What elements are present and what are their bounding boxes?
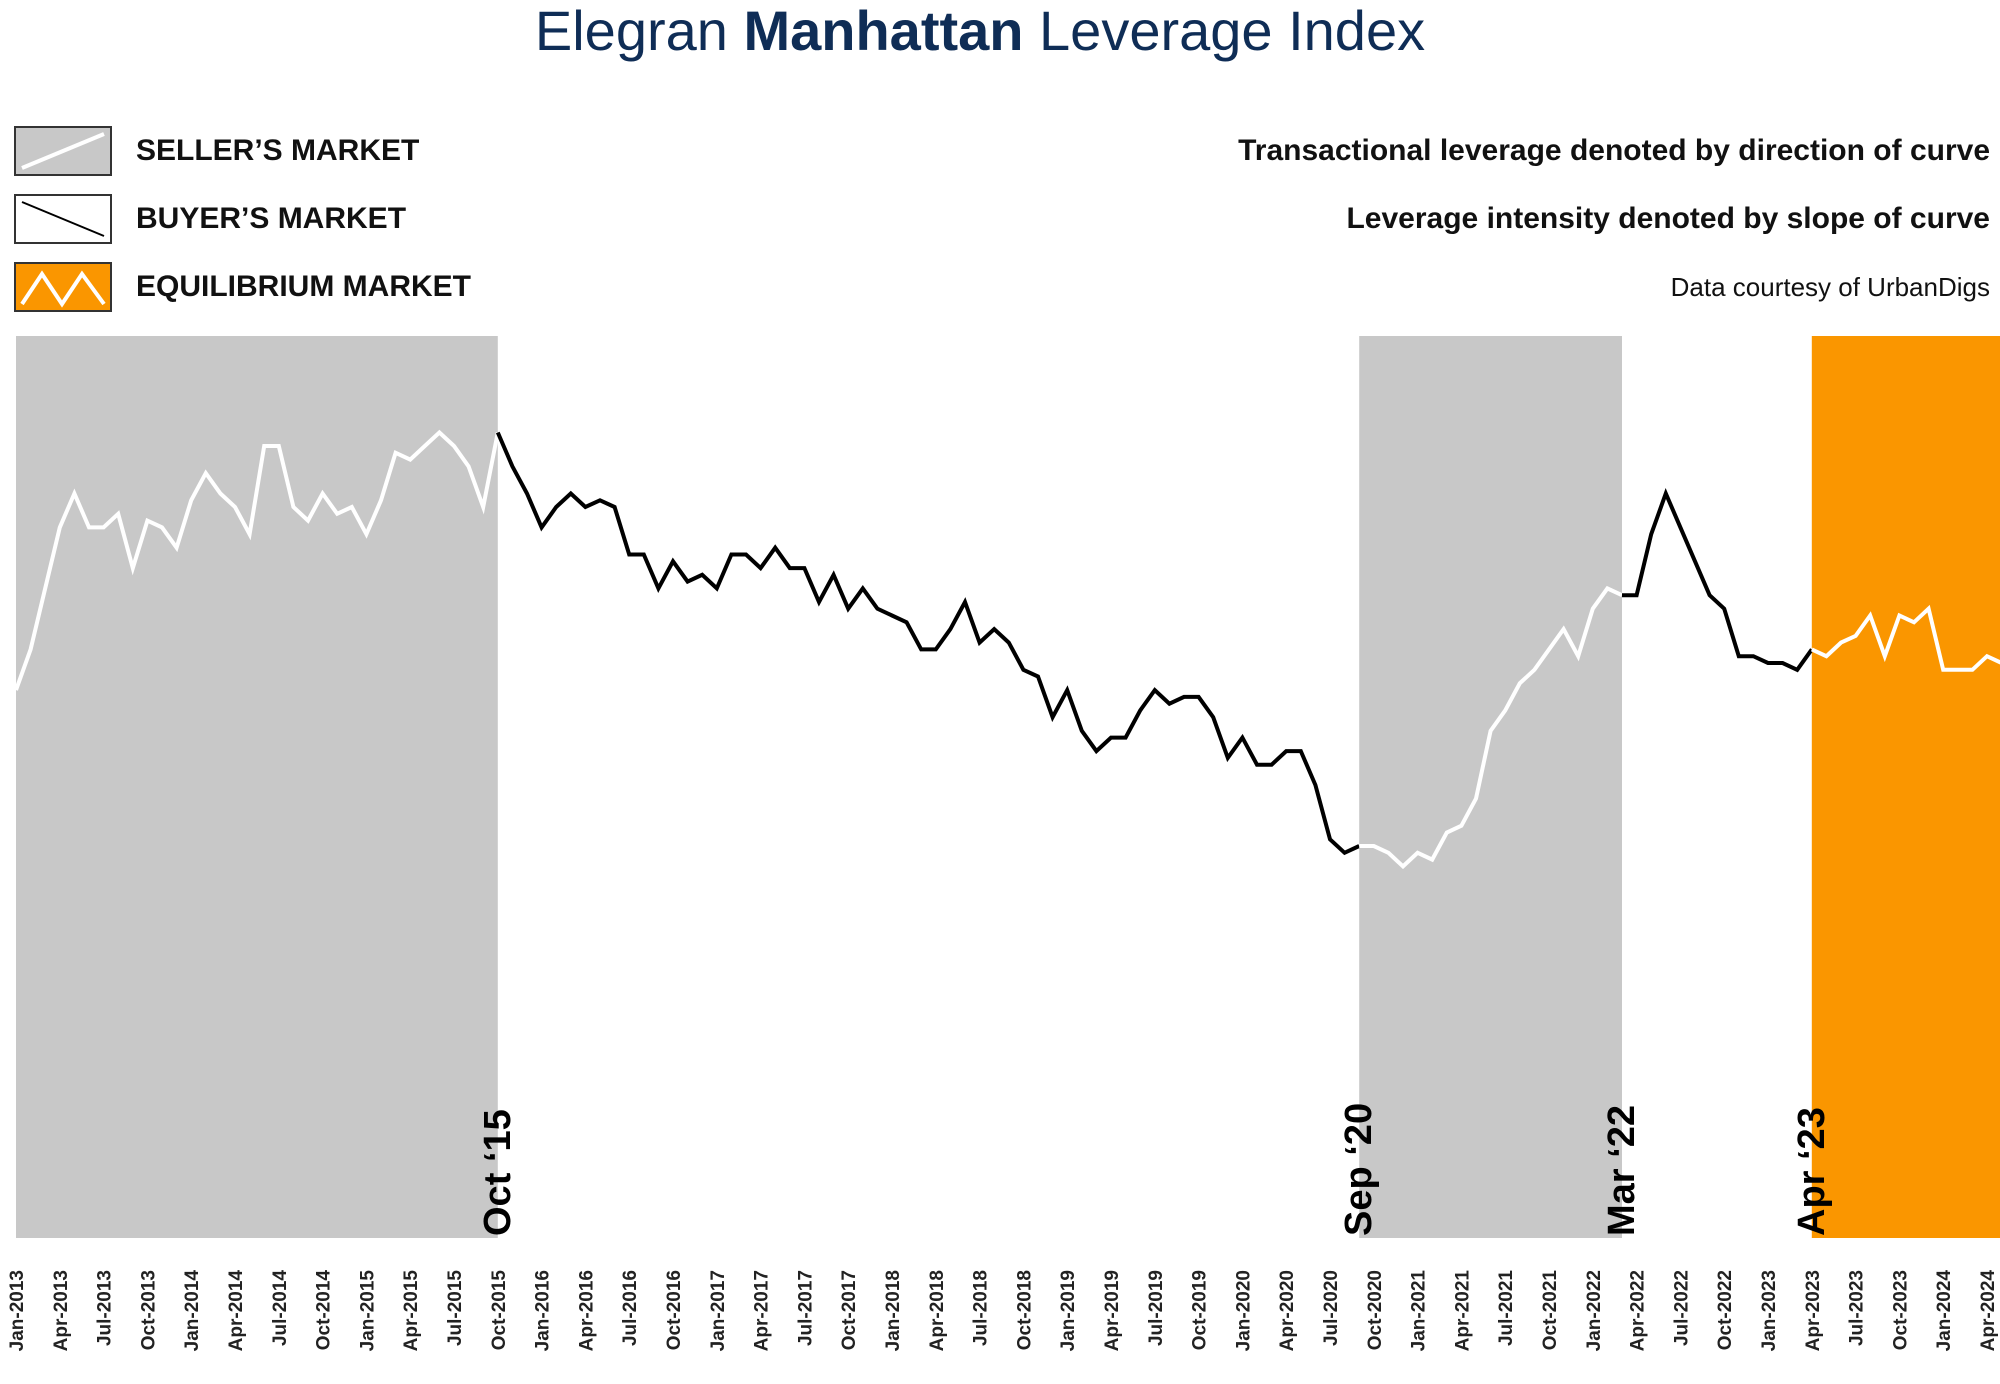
x-tick-label: Oct-2018 — [1014, 1270, 1035, 1350]
x-tick-label: Jul-2020 — [1321, 1270, 1342, 1346]
x-tick-label: Oct-2022 — [1715, 1270, 1736, 1350]
region-boundary-label: Apr ‘23 — [1791, 1107, 1833, 1236]
note-direction: Transactional leverage denoted by direct… — [1238, 134, 1990, 167]
equilibrium-segment-line — [1810, 604, 2000, 672]
buyer-segment-line — [1622, 488, 1814, 673]
seller-region-band — [1359, 336, 1622, 1238]
seller-region-band — [16, 336, 498, 1238]
x-tick-label: Oct-2020 — [1365, 1270, 1386, 1350]
legend-seller-label: SELLER’S MARKET — [136, 134, 420, 167]
seller-segment-line — [14, 429, 500, 691]
x-tick-label: Jan-2019 — [1058, 1270, 1079, 1351]
title-bold: Manhattan — [743, 0, 1024, 62]
legend-seller-swatch — [14, 126, 112, 176]
falling-line-icon — [21, 201, 105, 237]
x-tick-label: Apr-2016 — [576, 1270, 597, 1351]
x-tick-label: Oct-2023 — [1890, 1270, 1911, 1350]
x-tick-label: Jan-2014 — [182, 1270, 203, 1352]
x-tick-label: Jul-2022 — [1671, 1270, 1692, 1346]
x-tick-label: Oct-2017 — [839, 1270, 860, 1350]
x-tick-label: Oct-2019 — [1190, 1270, 1211, 1350]
legend-buyer-swatch — [14, 194, 112, 244]
x-tick-label: Jul-2017 — [795, 1270, 816, 1346]
x-tick-label: Jul-2013 — [95, 1270, 116, 1346]
x-tick-label: Apr-2017 — [752, 1270, 773, 1351]
seller-segment-line — [1359, 585, 1623, 870]
x-tick-label: Apr-2018 — [927, 1270, 948, 1351]
legend-equilibrium-swatch — [14, 262, 112, 312]
x-tick-label: Apr-2013 — [51, 1270, 72, 1351]
x-tick-label: Oct-2015 — [489, 1270, 510, 1351]
x-tick-label: Jan-2015 — [357, 1270, 378, 1352]
x-tick-label: Apr-2015 — [401, 1270, 422, 1352]
x-tick-label: Jul-2018 — [971, 1270, 992, 1346]
title-suffix: Leverage Index — [1039, 0, 1426, 62]
x-tick-label: Apr-2019 — [1102, 1270, 1123, 1351]
zigzag-line-icon — [20, 270, 106, 308]
x-tick-label: Jul-2023 — [1847, 1270, 1868, 1346]
x-tick-label: Apr-2021 — [1452, 1270, 1473, 1352]
region-boundary-label: Mar ‘22 — [1601, 1105, 1643, 1236]
x-tick-label: Jan-2017 — [708, 1270, 729, 1351]
legend-equilibrium-label: EQUILIBRIUM MARKET — [136, 270, 471, 303]
note-slope: Leverage intensity denoted by slope of c… — [1346, 202, 1990, 235]
index-lines — [14, 429, 2000, 870]
chart-title: Elegran Manhattan Leverage Index — [0, 0, 1960, 62]
x-tick-label: Jan-2021 — [1409, 1270, 1430, 1352]
x-tick-label: Jul-2015 — [445, 1270, 466, 1346]
x-tick-label: Jan-2023 — [1759, 1270, 1780, 1351]
x-tick-label: Jan-2020 — [1233, 1270, 1254, 1351]
x-tick-label: Jan-2013 — [7, 1270, 28, 1351]
x-tick-label: Oct-2014 — [314, 1270, 335, 1351]
note-source: Data courtesy of UrbanDigs — [1670, 272, 1990, 302]
x-tick-label: Oct-2021 — [1540, 1270, 1561, 1351]
x-tick-label: Apr-2020 — [1277, 1270, 1298, 1351]
x-tick-label: Apr-2024 — [1978, 1270, 1999, 1352]
market-regions — [16, 336, 2000, 1238]
x-tick-label: Jan-2022 — [1584, 1270, 1605, 1351]
region-annotations: Oct ‘15 Sep ‘20 Mar ‘22 Apr ‘23 — [477, 1103, 1833, 1236]
x-tick-label: Apr-2023 — [1803, 1270, 1824, 1351]
title-prefix: Elegran — [534, 0, 728, 62]
region-boundary-label: Oct ‘15 — [477, 1109, 519, 1236]
rising-line-icon — [21, 132, 105, 170]
equilibrium-region-band — [1811, 336, 2000, 1238]
x-tick-label: Jul-2016 — [620, 1270, 641, 1346]
buyer-segment-line — [495, 431, 1361, 856]
x-tick-label: Jul-2014 — [270, 1270, 291, 1346]
x-tick-label: Jul-2021 — [1496, 1270, 1517, 1346]
x-tick-label: Oct-2016 — [664, 1270, 685, 1350]
x-tick-label: Jan-2018 — [883, 1270, 904, 1351]
x-tick-label: Jul-2019 — [1146, 1270, 1167, 1346]
x-axis-ticks: Jan-2013 Apr-2013 Jul-2013 Oct-2013 Jan-2014… — [7, 1270, 1999, 1352]
x-tick-label: Apr-2014 — [226, 1270, 247, 1352]
x-tick-label: Apr-2022 — [1628, 1270, 1649, 1351]
region-boundary-label: Sep ‘20 — [1338, 1103, 1380, 1236]
x-tick-label: Jan-2024 — [1934, 1270, 1955, 1352]
x-tick-label: Jan-2016 — [533, 1270, 554, 1351]
x-tick-label: Oct-2013 — [138, 1270, 159, 1350]
legend-buyer-label: BUYER’S MARKET — [136, 202, 407, 235]
